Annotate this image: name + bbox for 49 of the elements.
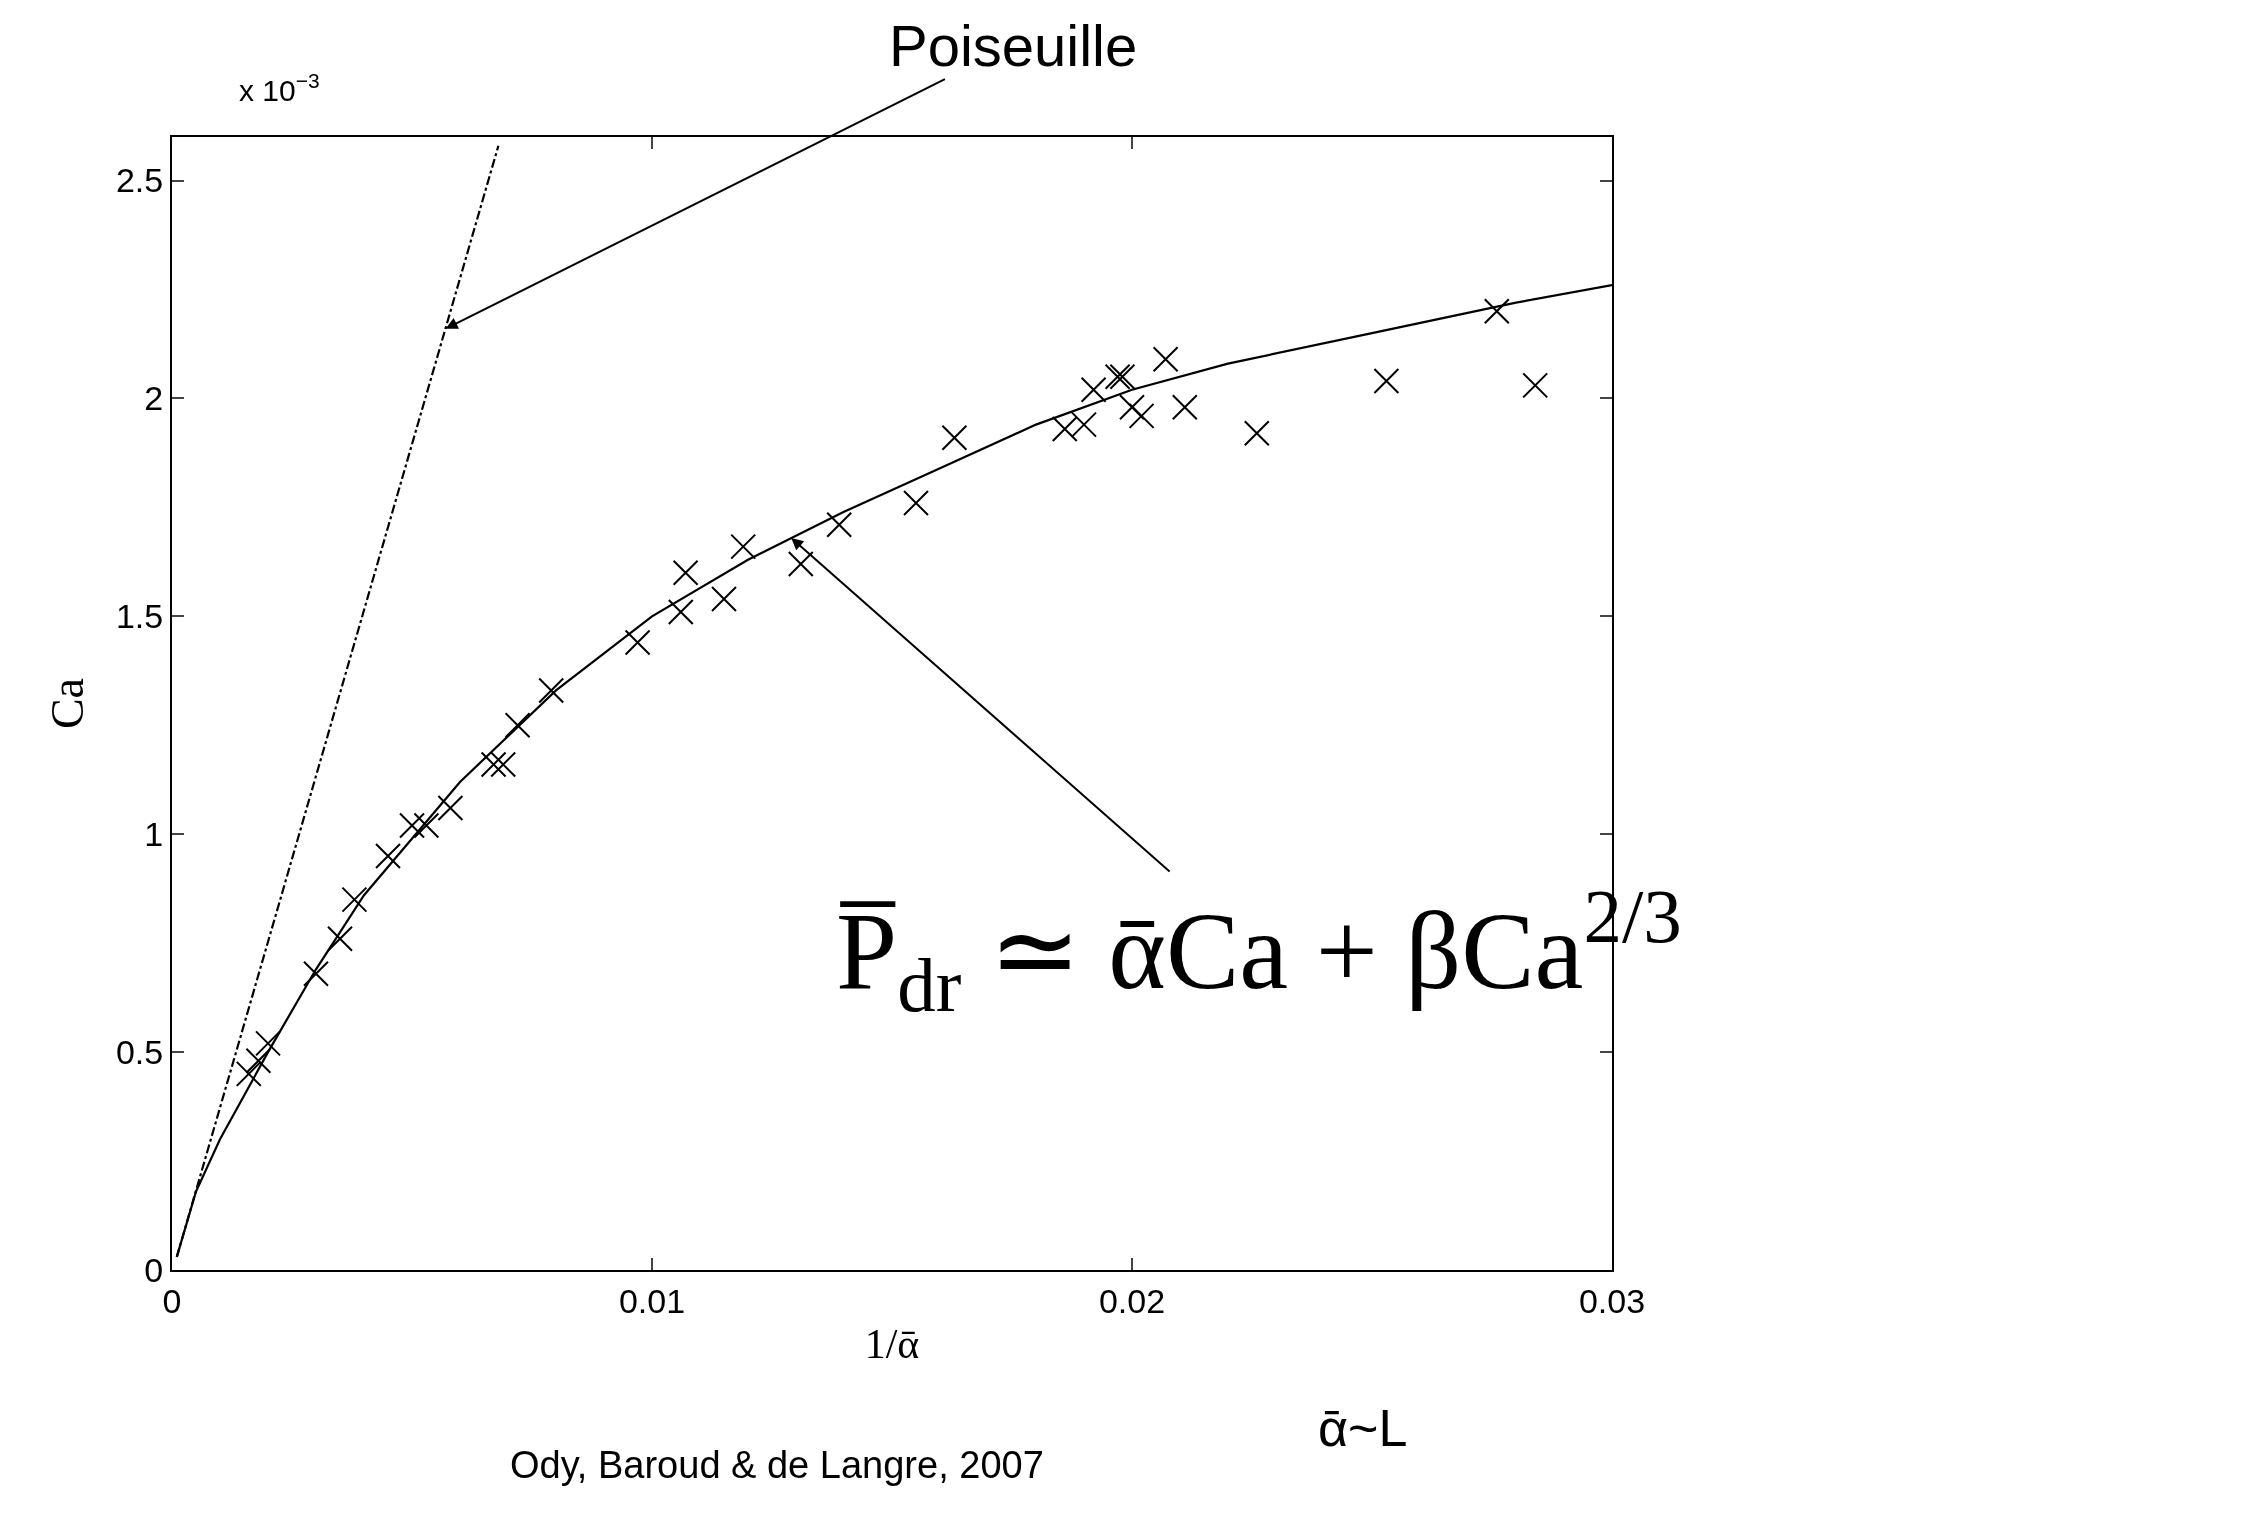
point	[1171, 394, 1198, 421]
point	[413, 812, 440, 839]
annotation: Poiseuille	[889, 13, 1138, 78]
point	[826, 511, 853, 538]
point	[1243, 420, 1270, 447]
point	[327, 925, 353, 952]
point	[730, 533, 757, 560]
point	[341, 886, 368, 913]
point	[490, 751, 517, 778]
y-tick-label: 1	[144, 815, 164, 854]
y-tick-label: 2	[144, 379, 164, 418]
point	[235, 1060, 262, 1087]
x-tick-label: 0.01	[618, 1281, 686, 1320]
point	[787, 551, 814, 578]
text: Ody, Baroud & de Langre, 2007	[510, 1444, 1044, 1486]
point	[624, 629, 651, 656]
point	[1109, 363, 1136, 390]
point	[672, 559, 699, 586]
point	[941, 424, 968, 451]
point	[375, 843, 401, 870]
point	[1080, 376, 1107, 403]
point	[1104, 363, 1131, 390]
text: x 10$^{−3}$	[239, 69, 320, 107]
point	[399, 812, 425, 839]
point	[1071, 411, 1097, 438]
point	[255, 1030, 281, 1057]
point	[1051, 415, 1078, 442]
point	[667, 598, 694, 625]
point	[1522, 372, 1549, 399]
text: ᾱ~L	[1318, 1399, 1408, 1457]
point	[245, 1047, 272, 1074]
x-tick-label: 0.02	[1098, 1281, 1166, 1320]
point	[1373, 368, 1400, 395]
point	[437, 795, 464, 822]
y-tick-label: 0.5	[115, 1033, 164, 1072]
x-tick-label: 0.03	[1578, 1281, 1646, 1320]
point	[1483, 298, 1510, 325]
x-axis-title: 1/ᾱ	[864, 1321, 920, 1368]
y-tick-label: 0	[144, 1250, 164, 1289]
point	[480, 751, 507, 778]
point	[711, 585, 737, 612]
point	[1152, 346, 1179, 373]
point	[903, 490, 929, 517]
point	[504, 712, 531, 739]
y-axis-title: Ca	[41, 677, 93, 730]
point	[1119, 394, 1145, 421]
y-tick-label: 1.5	[115, 597, 164, 636]
point	[1128, 402, 1155, 429]
y-tick-label: 2.5	[115, 161, 164, 200]
